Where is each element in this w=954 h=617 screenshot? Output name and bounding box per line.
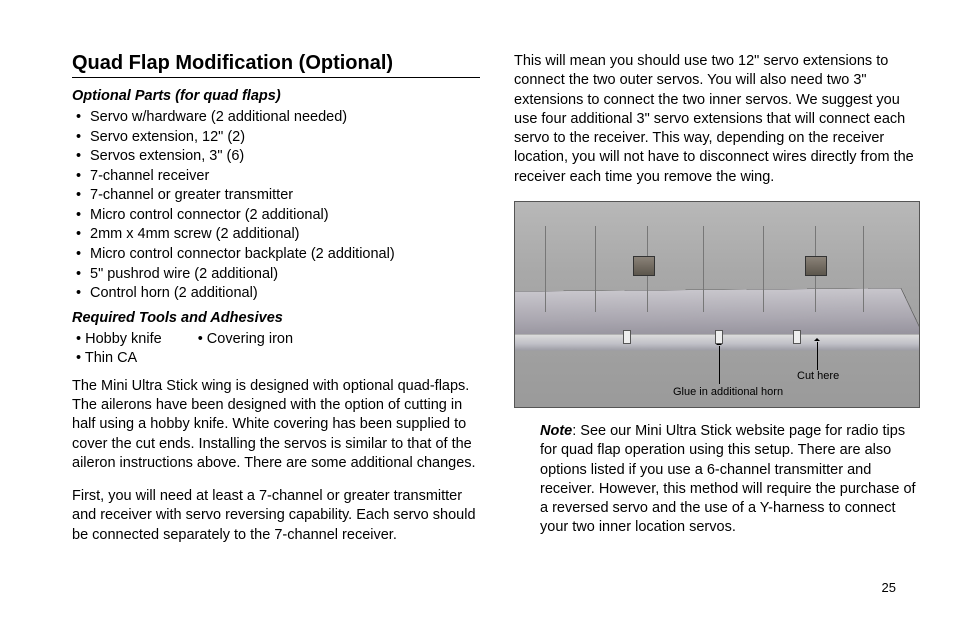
parts-list-item: 5" pushrod wire (2 additional) xyxy=(90,265,480,285)
control-horn xyxy=(793,330,801,344)
wing-rib xyxy=(595,226,596,312)
parts-list-item: Control horn (2 additional) xyxy=(90,284,480,304)
servo-block xyxy=(805,256,827,276)
callout-arrow xyxy=(719,346,720,384)
callout-glue-horn: Glue in additional horn xyxy=(673,386,783,398)
wing-rib xyxy=(545,226,546,312)
wing-rib xyxy=(863,226,864,312)
body-paragraph: This will mean you should use two 12" se… xyxy=(514,52,920,187)
wing-rib xyxy=(763,226,764,312)
body-paragraph: First, you will need at least a 7-channe… xyxy=(72,487,480,545)
parts-list-item: Servos extension, 3" (6) xyxy=(90,147,480,167)
parts-list-item: Servo w/hardware (2 additional needed) xyxy=(90,108,480,128)
callout-arrow xyxy=(817,342,818,370)
note-body: : See our Mini Ultra Stick website page … xyxy=(540,423,916,535)
parts-list-item: 2mm x 4mm screw (2 additional) xyxy=(90,225,480,245)
note-label: Note xyxy=(540,423,572,439)
control-horn xyxy=(623,330,631,344)
callout-cut-here: Cut here xyxy=(797,370,839,382)
page-number: 25 xyxy=(882,580,896,595)
parts-list-item: Servo extension, 12" (2) xyxy=(90,128,480,148)
left-column: Quad Flap Modification (Optional) Option… xyxy=(72,52,480,587)
parts-list-item: Micro control connector backplate (2 add… xyxy=(90,245,480,265)
parts-heading: Optional Parts (for quad flaps) xyxy=(72,88,480,104)
wing-rib xyxy=(703,226,704,312)
parts-list: Servo w/hardware (2 additional needed)Se… xyxy=(72,108,480,304)
manual-page: Quad Flap Modification (Optional) Option… xyxy=(0,0,954,617)
parts-list-item: 7-channel receiver xyxy=(90,167,480,187)
note-block: Note: See our Mini Ultra Stick website p… xyxy=(514,422,920,538)
tool-item: Covering iron xyxy=(212,330,293,350)
tool-item: Hobby knife xyxy=(90,330,162,350)
parts-list-item: 7-channel or greater transmitter xyxy=(90,186,480,206)
control-horn xyxy=(715,330,723,344)
section-title: Quad Flap Modification (Optional) xyxy=(72,52,480,78)
right-column: This will mean you should use two 12" se… xyxy=(514,52,920,587)
tools-row-1: Hobby knife Covering iron xyxy=(72,330,480,350)
body-paragraph: The Mini Ultra Stick wing is designed wi… xyxy=(72,377,480,473)
tool-item: Thin CA xyxy=(72,349,480,369)
parts-list-item: Micro control connector (2 additional) xyxy=(90,206,480,226)
wing-figure: Cut here Glue in additional horn xyxy=(514,201,920,408)
tools-heading: Required Tools and Adhesives xyxy=(72,310,480,326)
servo-block xyxy=(633,256,655,276)
